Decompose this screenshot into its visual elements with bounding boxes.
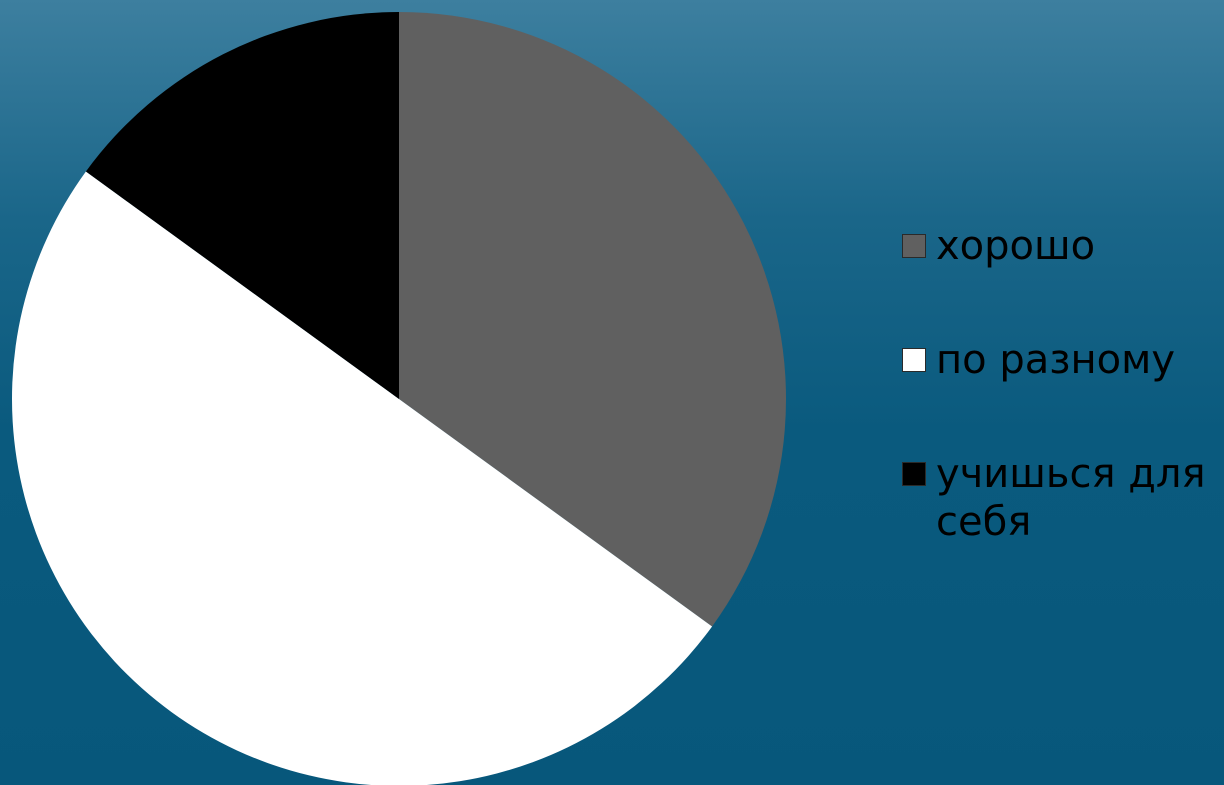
pie-slices [11, 12, 786, 785]
legend-label-horosho: хорошо [936, 223, 1096, 269]
legend-item-horosho: хорошо [900, 222, 1220, 270]
legend-swatch-horosho [902, 234, 926, 258]
legend-swatch-po-raznomu [902, 348, 926, 372]
legend-item-po-raznomu: по разному [900, 336, 1220, 384]
legend-label-po-raznomu: по разному [936, 337, 1175, 383]
chart-legend: хорошо по разному учишься для себя [900, 222, 1220, 612]
pie-slice-po-raznomu [11, 171, 713, 785]
pie-slice-uchishsya-dlya-sebya [85, 12, 399, 399]
legend-label-uchishsya-dlya-sebya: учишься для себя [936, 451, 1206, 545]
legend-item-uchishsya-dlya-sebya: учишься для себя [900, 450, 1220, 546]
pie-slice-horosho [399, 12, 786, 627]
legend-swatch-uchishsya-dlya-sebya [902, 462, 926, 486]
